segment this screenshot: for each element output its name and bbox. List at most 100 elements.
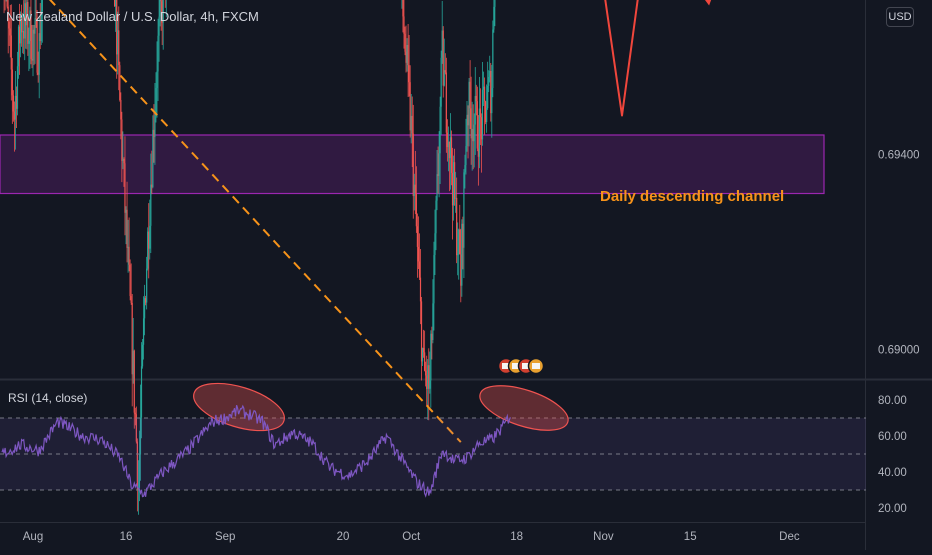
candle-oct-8 <box>459 204 461 255</box>
candle-body <box>419 277 422 302</box>
candle-body <box>426 375 428 389</box>
candle-body <box>156 71 158 88</box>
candle-body <box>132 350 134 375</box>
candle-aug-21 <box>158 0 160 62</box>
candle-aug-15 <box>123 157 125 187</box>
candle-aug-19 <box>144 284 146 336</box>
candle-oct-2 <box>417 216 420 270</box>
candle-body <box>21 17 23 33</box>
candle-oct-6 <box>446 119 448 162</box>
flag-icon <box>502 363 510 369</box>
candle-body <box>460 254 462 286</box>
candle-body <box>149 225 151 249</box>
candle-oct-12 <box>483 77 486 135</box>
projection-down-arrowhead <box>705 0 712 6</box>
candle-aug-22 <box>165 0 167 18</box>
candle-aug-15 <box>121 111 123 183</box>
candle-oct-1 <box>411 96 413 168</box>
candle-body <box>157 35 159 72</box>
candle-aug-17 <box>132 317 134 384</box>
candle-oct-5 <box>440 50 442 135</box>
candle-oct-6 <box>442 26 444 98</box>
candle-oct-1 <box>410 93 412 144</box>
candle-body <box>432 303 434 340</box>
rsi-tick: 80.00 <box>878 395 907 407</box>
candle-sep-30 <box>406 38 408 72</box>
candle-aug-20 <box>150 153 152 254</box>
candle-aug-17 <box>131 294 133 407</box>
candle-aug-16 <box>125 206 127 245</box>
candle-oct-14 <box>494 0 496 27</box>
time-tick: Nov <box>593 531 614 543</box>
projection-down[interactable] <box>517 0 710 117</box>
candle-body <box>440 57 442 107</box>
candle-aug-19 <box>149 199 151 260</box>
time-tick: Dec <box>779 531 800 543</box>
candle-aug-20 <box>151 150 153 195</box>
candles-layer <box>3 0 496 515</box>
candle-body <box>485 101 487 123</box>
candle-body <box>423 348 425 353</box>
time-tick: 16 <box>120 531 133 543</box>
candle-body <box>135 414 137 442</box>
candle-oct-4 <box>429 351 431 394</box>
candle-body <box>119 65 121 101</box>
candle-body <box>114 0 116 7</box>
candle-body <box>434 233 436 256</box>
candle-body <box>483 86 486 102</box>
candle-aug-18 <box>140 342 143 439</box>
candle-body <box>425 370 427 376</box>
candle-body <box>29 10 31 41</box>
candle-oct-5 <box>439 96 441 185</box>
candle-jul-28 <box>9 4 11 58</box>
candle-body <box>428 365 430 389</box>
candle-jul-29 <box>17 24 20 79</box>
candle-body <box>414 184 416 194</box>
candle-body <box>27 2 29 44</box>
candle-body <box>415 193 417 227</box>
candle-body <box>37 72 39 75</box>
economic-events[interactable] <box>497 357 545 375</box>
candle-aug-20 <box>152 115 154 189</box>
candle-body <box>433 255 435 304</box>
candle-oct-14 <box>492 20 494 98</box>
candle-body <box>23 31 25 39</box>
candle-body <box>12 95 14 112</box>
candle-jul-30 <box>21 4 23 47</box>
candle-oct-7 <box>452 155 455 221</box>
candle-body <box>445 72 447 133</box>
candle-body <box>144 298 146 319</box>
candle-aug-1 <box>36 10 38 76</box>
candle-oct-3 <box>427 359 429 420</box>
candle-body <box>473 124 475 142</box>
currency-button[interactable]: USD <box>886 7 914 27</box>
candle-oct-4 <box>434 209 436 276</box>
candle-body <box>36 18 38 73</box>
candle-oct-2 <box>421 347 424 367</box>
candle-body <box>148 231 150 249</box>
candle-body <box>150 184 152 226</box>
candle-jul-28 <box>7 0 9 54</box>
candle-sep-30 <box>405 25 407 73</box>
candle-body <box>31 58 33 61</box>
candle-aug-14 <box>114 0 116 7</box>
rsi-divergence-ellipse-2 <box>479 385 569 431</box>
candle-body <box>118 30 120 66</box>
candle-body <box>22 31 24 33</box>
candle-oct-8 <box>456 177 458 264</box>
candle-jul-31 <box>27 0 29 56</box>
candle-body <box>8 21 10 29</box>
candle-body <box>429 380 431 389</box>
candle-body <box>471 128 473 139</box>
candle-aug-1 <box>32 24 34 77</box>
candle-body <box>411 115 413 134</box>
candle-body <box>438 153 440 176</box>
candle-body <box>441 30 443 58</box>
candle-body <box>444 70 446 73</box>
candle-body <box>472 128 474 142</box>
candle-oct-6 <box>441 0 443 64</box>
candle-aug-17 <box>133 349 135 429</box>
candle-aug-1 <box>35 0 37 28</box>
